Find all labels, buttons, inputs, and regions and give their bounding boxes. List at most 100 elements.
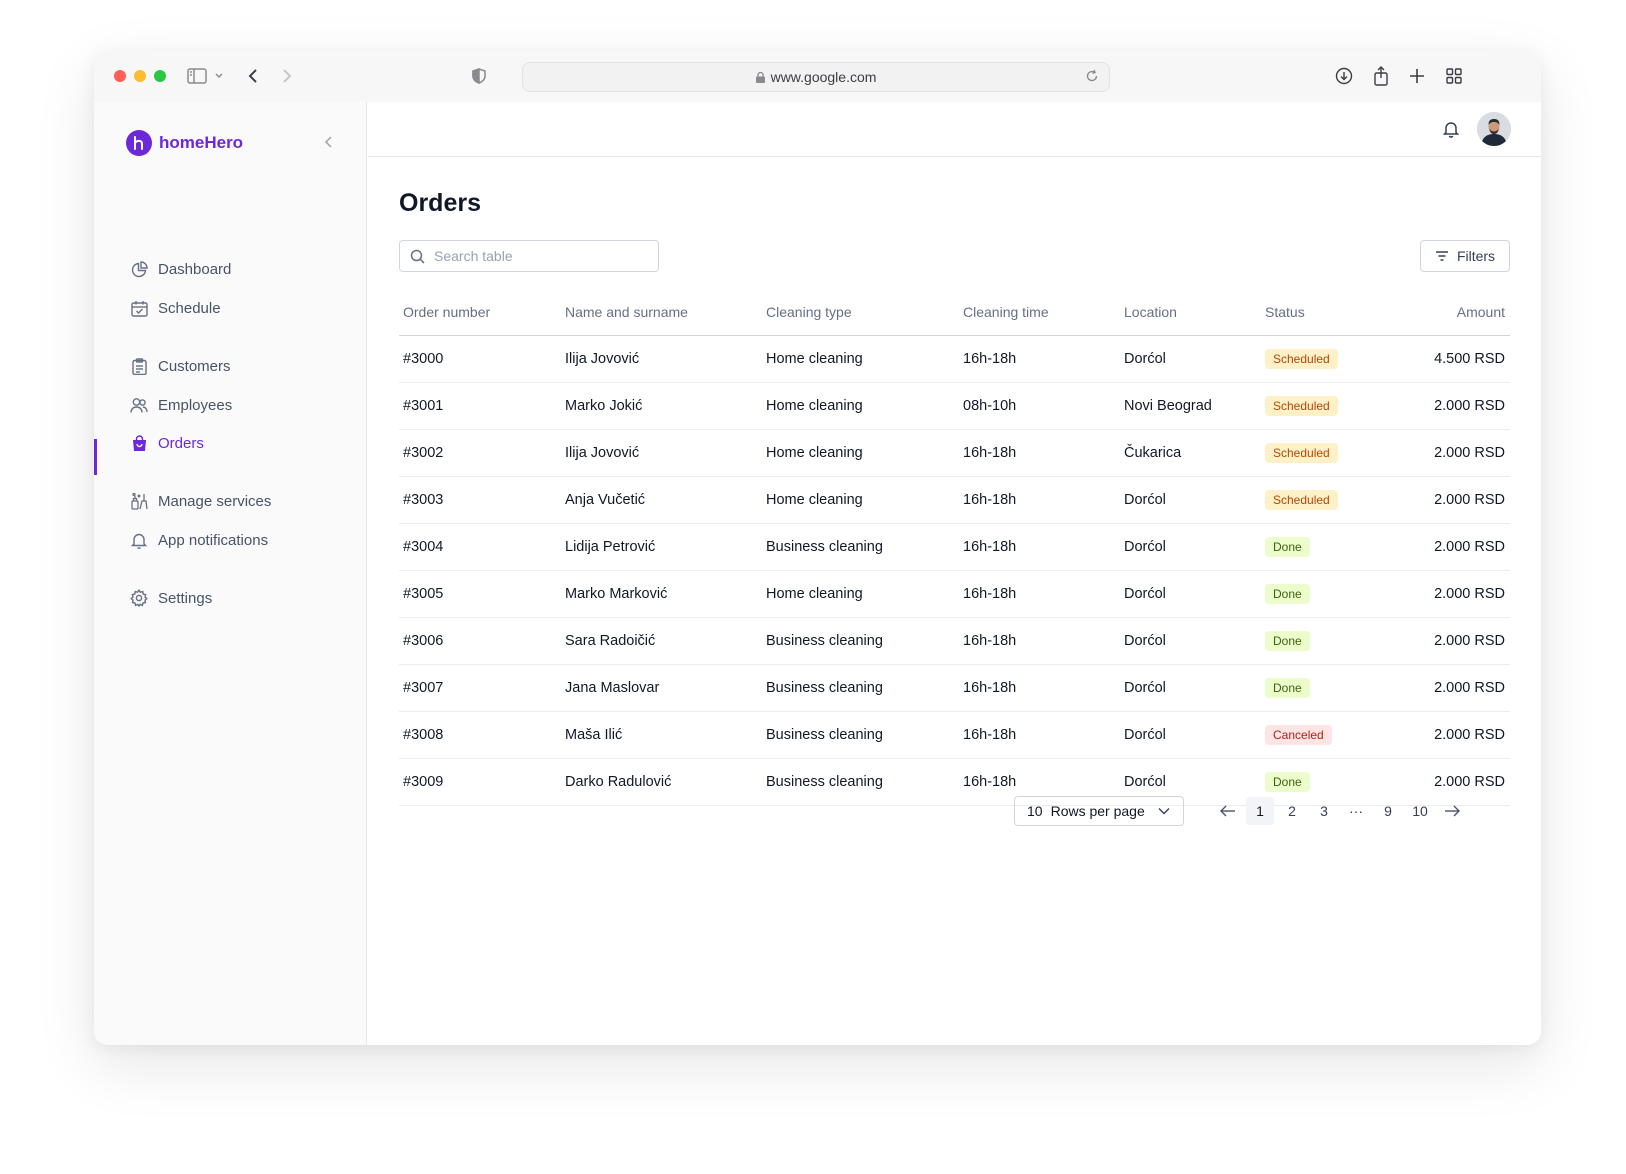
order-number: #3008 (399, 711, 561, 759)
sidebar-item-label: Orders (158, 434, 204, 452)
location: Dorćol (1120, 758, 1261, 806)
column-header-location[interactable]: Location (1120, 290, 1261, 336)
location: Dorćol (1120, 711, 1261, 759)
share-icon[interactable] (1371, 64, 1391, 88)
table-row[interactable]: #3005 Marko Marković Home cleaning 16h-1… (399, 570, 1510, 618)
reload-icon[interactable] (1085, 69, 1099, 83)
customer-name: Darko Radulović (561, 758, 762, 806)
status-badge: Canceled (1265, 724, 1332, 745)
table-row[interactable]: #3007 Jana Maslovar Business cleaning 16… (399, 664, 1510, 712)
page-button-10[interactable]: 10 (1412, 803, 1428, 819)
table-row[interactable]: #3003 Anja Vučetić Home cleaning 16h-18h… (399, 476, 1510, 524)
status-badge: Scheduled (1265, 442, 1338, 463)
rows-per-page-label: Rows per page (1050, 803, 1145, 819)
column-header-order-number[interactable]: Order number (399, 290, 561, 336)
location: Dorćol (1120, 476, 1261, 524)
browser-window: www.google.com homeHero (94, 50, 1541, 1045)
customer-name: Jana Maslovar (561, 664, 762, 712)
filters-button[interactable]: Filters (1420, 240, 1510, 272)
sidebar-toggle-icon[interactable] (186, 64, 208, 88)
top-bar (368, 102, 1541, 157)
table-row[interactable]: #3008 Maša Ilić Business cleaning 16h-18… (399, 711, 1510, 759)
rows-per-page-select[interactable]: 10 Rows per page (1014, 796, 1184, 826)
location: Dorćol (1120, 570, 1261, 618)
location: Dorćol (1120, 617, 1261, 665)
column-header-status[interactable]: Status (1261, 290, 1374, 336)
cleaning-time: 16h-18h (959, 617, 1120, 665)
sidebar-item-label: Dashboard (158, 260, 232, 278)
sidebar-item-label: App notifications (158, 531, 269, 549)
address-bar[interactable]: www.google.com (522, 62, 1110, 92)
cleaning-time: 16h-18h (959, 711, 1120, 759)
column-header-cleaning-type[interactable]: Cleaning type (762, 290, 959, 336)
sidebar-item-manage-services[interactable]: Manage services (130, 489, 271, 513)
minimize-window-button[interactable] (134, 70, 146, 82)
forward-icon[interactable] (278, 64, 296, 88)
order-number: #3007 (399, 664, 561, 712)
sidebar-item-customers[interactable]: Customers (130, 354, 231, 378)
page-button-2[interactable]: 2 (1288, 803, 1296, 819)
column-header-cleaning-time[interactable]: Cleaning time (959, 290, 1120, 336)
chart-pie-icon (130, 260, 148, 278)
cleaning-time: 16h-18h (959, 664, 1120, 712)
status-badge: Done (1265, 630, 1310, 651)
table-row[interactable]: #3009 Darko Radulović Business cleaning … (399, 758, 1510, 806)
chevron-down-icon[interactable] (212, 64, 226, 88)
back-icon[interactable] (244, 64, 262, 88)
cleaning-time: 08h-10h (959, 382, 1120, 430)
orders-table: Order number Name and surname Cleaning t… (399, 290, 1510, 806)
status-badge: Done (1265, 771, 1310, 792)
column-header-name[interactable]: Name and surname (561, 290, 762, 336)
page-button-1[interactable]: 1 (1246, 797, 1274, 825)
active-indicator (94, 439, 97, 475)
sidebar-item-label: Settings (158, 589, 213, 607)
table-row[interactable]: #3004 Lidija Petrović Business cleaning … (399, 523, 1510, 571)
cleaning-type: Business cleaning (762, 664, 959, 712)
maximize-window-button[interactable] (154, 70, 166, 82)
search-input[interactable] (434, 248, 634, 264)
table-row[interactable]: #3001 Marko Jokić Home cleaning 08h-10h … (399, 382, 1510, 430)
sidebar-item-app-notifications[interactable]: App notifications (130, 528, 268, 552)
new-tab-icon[interactable] (1407, 64, 1427, 88)
calendar-icon (130, 299, 148, 317)
download-icon[interactable] (1334, 64, 1354, 88)
customer-name: Ilija Jovović (561, 429, 762, 477)
amount: 2.000 RSD (1374, 382, 1510, 430)
cleaning-time: 16h-18h (959, 570, 1120, 618)
cleaning-type: Home cleaning (762, 429, 959, 477)
search-box[interactable] (399, 240, 659, 272)
previous-page-icon[interactable] (1214, 797, 1242, 825)
location: Dorćol (1120, 335, 1261, 383)
close-window-button[interactable] (114, 70, 126, 82)
sidebar-item-schedule[interactable]: Schedule (130, 296, 221, 320)
table-row[interactable]: #3006 Sara Radoičić Business cleaning 16… (399, 617, 1510, 665)
column-header-amount[interactable]: Amount (1374, 290, 1510, 336)
avatar[interactable] (1477, 112, 1511, 146)
page-button-9[interactable]: 9 (1384, 803, 1392, 819)
sidebar-item-orders[interactable]: Orders (130, 431, 204, 455)
cleaning-type: Business cleaning (762, 711, 959, 759)
table-row[interactable]: #3002 Ilija Jovović Home cleaning 16h-18… (399, 429, 1510, 477)
tab-overview-icon[interactable] (1444, 64, 1464, 88)
sidebar-item-dashboard[interactable]: Dashboard (130, 257, 231, 281)
brand-logo-icon (126, 130, 152, 156)
next-page-icon[interactable] (1438, 797, 1466, 825)
page-button-3[interactable]: 3 (1320, 803, 1328, 819)
table-row[interactable]: #3000 Ilija Jovović Home cleaning 16h-18… (399, 335, 1510, 383)
status-badge: Done (1265, 583, 1310, 604)
brand-name: homeHero (159, 133, 244, 152)
privacy-shield-icon[interactable] (470, 64, 488, 88)
customer-name: Lidija Petrović (561, 523, 762, 571)
sidebar-item-label: Employees (158, 396, 233, 414)
amount: 2.000 RSD (1374, 758, 1510, 806)
sidebar-item-label: Customers (158, 357, 231, 375)
brand[interactable]: homeHero (126, 130, 243, 156)
sidebar-item-settings[interactable]: Settings (130, 586, 212, 610)
search-icon (410, 249, 425, 264)
collapse-sidebar-icon[interactable] (324, 135, 334, 149)
customer-name: Marko Jokić (561, 382, 762, 430)
status-badge: Done (1265, 677, 1310, 698)
notification-bell-icon[interactable] (1443, 120, 1459, 138)
cleaning-time: 16h-18h (959, 335, 1120, 383)
sidebar-item-employees[interactable]: Employees (130, 393, 232, 417)
